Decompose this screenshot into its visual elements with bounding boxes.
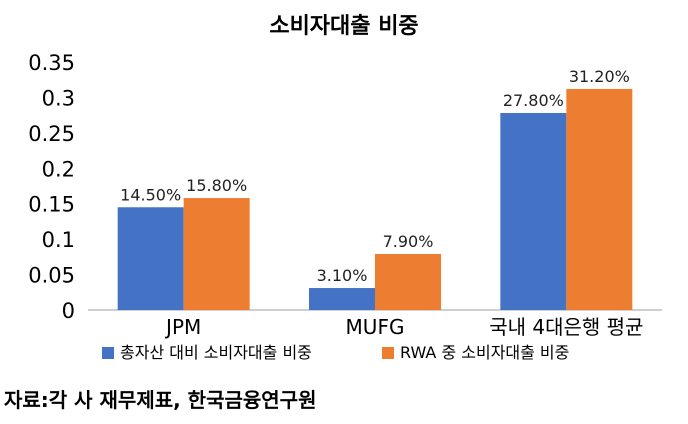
data-label: 15.80% [186,176,247,195]
data-label: 31.20% [569,67,630,86]
y-tick-label: 0.2 [42,157,75,181]
bar-rwa [375,254,441,310]
x-tick-label: MUFG [346,315,405,339]
x-tick-label: JPM [164,315,201,339]
bar-rwa [566,88,633,310]
y-tick-label: 0.3 [42,86,75,110]
x-tick-label: 국내 4대은행 평균 [489,315,643,339]
data-label: 3.10% [317,266,368,285]
bar-total-assets [309,288,375,310]
bar-total-assets [117,207,184,310]
y-tick-label: 0.15 [28,193,75,217]
data-label: 27.80% [503,91,564,110]
legend-label: 총자산 대비 소비자대출 비중 [120,343,312,362]
source-note: 자료:각 사 재무제표, 한국금융연구원 [4,388,317,412]
y-tick-label: 0.35 [28,51,75,75]
y-tick-label: 0.25 [28,122,75,146]
legend-swatch [382,347,394,359]
chart-title: 소비자대출 비중 [269,14,419,39]
bar-total-assets [500,113,567,310]
y-tick-label: 0 [62,299,75,323]
data-label: 7.90% [383,232,434,251]
bar-rwa [183,198,250,310]
legend-swatch [102,347,114,359]
data-label: 14.50% [120,185,181,204]
legend-label: RWA 중 소비자대출 비중 [400,343,569,362]
y-tick-label: 0.05 [28,264,75,288]
y-tick-label: 0.1 [42,228,75,252]
